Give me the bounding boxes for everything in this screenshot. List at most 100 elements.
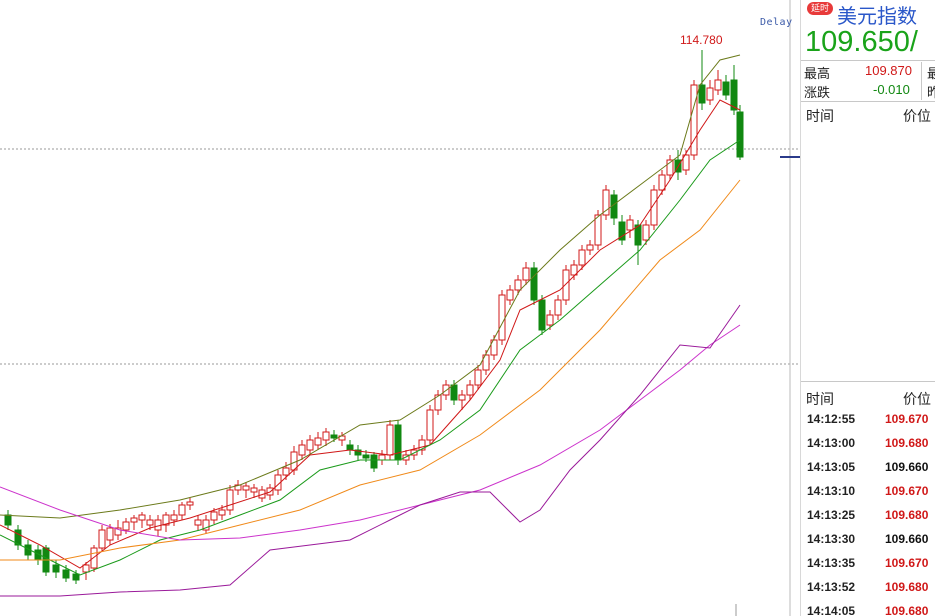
candle-body (426, 409, 434, 441)
candle-body (418, 439, 426, 451)
change-label: 涨跌 (804, 85, 831, 100)
candlestick-chart[interactable]: Delay 114.780 (0, 0, 800, 616)
tick-time: 14:12:55 (807, 412, 856, 426)
ticks-time-header: 时间 (806, 391, 834, 407)
candle-body (362, 454, 370, 459)
candle-body (178, 504, 186, 516)
tick-row: 14:13:25 109.680 (801, 505, 935, 529)
candle-body (578, 249, 586, 266)
candle-body (618, 221, 626, 241)
candle-body (658, 174, 666, 191)
candle-body (322, 431, 330, 441)
tick-price: 109.660 (885, 460, 929, 474)
candle-body (146, 519, 154, 526)
candle-body (378, 454, 386, 461)
candle-body (434, 394, 442, 411)
candle-body (194, 519, 202, 526)
tick-price: 109.680 (885, 604, 929, 616)
candle-body (522, 267, 530, 281)
tick-row: 14:13:30 109.660 (801, 529, 935, 553)
candle-body (650, 189, 658, 226)
candle-body (226, 489, 234, 511)
tick-row: 14:13:35 109.670 (801, 553, 935, 577)
candle-body (218, 509, 226, 516)
tick-row: 14:12:55 109.670 (801, 409, 935, 433)
tick-time: 14:13:25 (807, 508, 856, 522)
candle-body (306, 439, 314, 451)
candle-body (594, 214, 602, 246)
max-price-label: 114.780 (680, 33, 723, 47)
divider (921, 62, 922, 100)
candle-body (14, 529, 22, 546)
candle-body (554, 299, 562, 316)
delay-label: Delay (760, 17, 793, 28)
candle-body (202, 519, 210, 531)
last-price: 109.650/ (805, 26, 918, 58)
instrument-name[interactable]: 美元指数 (837, 6, 917, 28)
candle-body (586, 244, 594, 251)
ticks-price-header-top: 价位 (903, 108, 931, 124)
candle-body (466, 384, 474, 396)
candle-body (386, 424, 394, 456)
candle-body (298, 444, 306, 456)
candle-body (506, 289, 514, 301)
candle-body (370, 454, 378, 469)
candle-body (722, 81, 730, 96)
tick-price: 109.680 (885, 436, 929, 450)
tick-row: 14:13:00 109.680 (801, 433, 935, 457)
tick-time: 14:13:10 (807, 484, 856, 498)
chart-canvas (0, 0, 800, 616)
candle-body (538, 299, 546, 331)
candle-body (514, 279, 522, 291)
candle-body (530, 267, 538, 301)
prev-close-label: 昨 (927, 82, 935, 101)
ma-green-line (0, 139, 741, 576)
candle-body (490, 339, 498, 356)
candle-body (52, 564, 60, 573)
candle-body (626, 219, 634, 231)
candle-body (474, 369, 482, 386)
candle-body (242, 485, 250, 491)
tick-time: 14:14:05 (807, 604, 856, 616)
tick-row: 14:13:10 109.670 (801, 481, 935, 505)
candle-body (690, 84, 698, 156)
tick-row: 14:14:05 109.680 (801, 601, 935, 616)
tick-price: 109.670 (885, 556, 929, 570)
candle-body (570, 264, 578, 276)
delay-badge: 延时 (807, 2, 834, 15)
candle-body (122, 521, 130, 531)
candle-body (98, 529, 106, 549)
candle-body (706, 87, 714, 101)
tick-time: 14:13:00 (807, 436, 856, 450)
candle-body (210, 511, 218, 521)
candle-body (354, 449, 362, 456)
candle-body (450, 384, 458, 401)
ma-orange-line (0, 179, 741, 561)
divider (801, 381, 935, 382)
high-value: 109.870 (865, 63, 912, 78)
candle-body (330, 434, 338, 439)
tick-time: 14:13:35 (807, 556, 856, 570)
bollinger-upper-line (0, 54, 741, 519)
tick-time: 14:13:30 (807, 532, 856, 546)
candle-body (714, 79, 722, 91)
candle-body (682, 154, 690, 171)
candle-body (106, 527, 114, 541)
tick-price: 109.680 (885, 508, 929, 522)
candle-body (458, 394, 466, 401)
tick-row: 14:13:52 109.680 (801, 577, 935, 601)
tick-price: 109.670 (885, 484, 929, 498)
candle-body (82, 564, 90, 573)
quote-panel: 延时 美元指数 109.650/ 最高 109.870 涨跌 -0.010 最 … (800, 0, 935, 616)
candle-body (130, 517, 138, 523)
tick-time: 14:13:05 (807, 460, 856, 474)
candle-body (186, 501, 194, 506)
current-price-marker (780, 156, 800, 158)
candle-body (282, 467, 290, 476)
tick-price: 109.660 (885, 532, 929, 546)
candle-body (346, 444, 354, 451)
tick-price: 109.680 (885, 580, 929, 594)
candle-body (114, 527, 122, 536)
candle-body (4, 514, 12, 526)
divider (801, 101, 935, 102)
